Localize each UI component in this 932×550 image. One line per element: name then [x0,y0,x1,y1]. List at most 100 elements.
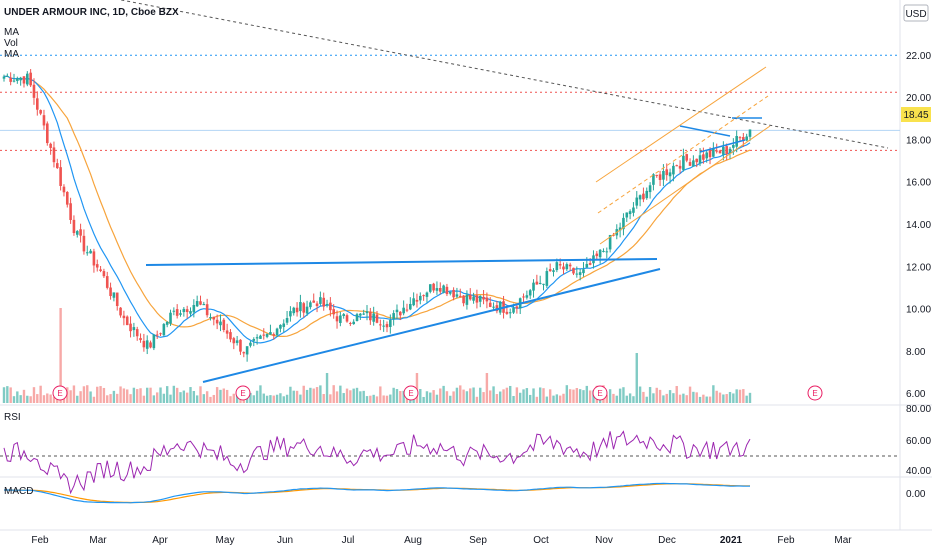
candle [219,314,222,332]
volume-bar [339,385,342,403]
candle-body [658,174,662,180]
candle-body [89,250,92,254]
indicator-vol-label[interactable]: Vol [4,38,18,49]
volume-bar [359,391,362,403]
triangle-resistance-line[interactable] [145,258,658,266]
candle-body [259,335,262,339]
triangle-support-line[interactable] [202,268,661,383]
candle-body [575,273,579,275]
candle [272,332,276,340]
candle [339,312,342,327]
candle-body [325,303,329,306]
price-tick-label: 22.00 [906,51,931,62]
candle [678,160,682,174]
channel-mid-line[interactable] [597,95,769,214]
candle [255,334,259,345]
volume-bar [622,387,625,403]
candle-body [12,80,16,82]
candle [638,194,642,207]
drawings[interactable] [80,0,889,383]
candle-body [578,272,582,275]
candle [418,292,422,305]
indicator-ma2-label[interactable]: MA [4,49,19,60]
volume-bar [279,393,282,403]
volume-bar [748,392,752,403]
earnings-marker[interactable]: E [235,385,251,401]
candle-body [528,290,532,296]
indicator-ma-label[interactable]: MA [4,27,19,38]
candle [215,314,219,330]
candle-body [349,323,352,325]
currency-button[interactable] [903,4,929,22]
flag-line-lower[interactable] [699,139,746,153]
channel-lower-line[interactable] [599,125,771,245]
candle-body [705,152,709,159]
long-downtrend-line[interactable] [80,0,889,149]
volume-bar [36,394,39,403]
volume-bar [585,385,589,403]
candle-body [79,229,82,236]
volume-bar [262,393,265,403]
candle-body [382,325,385,327]
candle [335,310,339,329]
candle [485,292,489,309]
candle-body [418,295,422,301]
candle-body [39,110,42,114]
candle [655,174,659,178]
candle-body [342,314,345,317]
volume-bar [495,394,499,403]
candle-body [542,283,545,285]
candle-body [395,309,399,313]
candle-body [522,296,525,298]
candle-body [269,332,272,335]
earnings-marker[interactable]: E [592,385,608,401]
volume-bar [435,394,439,403]
earnings-marker[interactable]: E [807,385,823,401]
candle-body [99,269,102,272]
candle-body [458,295,462,297]
candle [685,153,689,163]
candle-body [26,73,29,85]
candle [132,322,136,337]
candle-body [695,158,699,163]
candle-body [505,311,509,314]
flag-line-upper[interactable] [679,125,731,137]
candle-body [82,235,86,252]
candle [438,282,442,295]
volume-bar [648,387,652,403]
candle [535,274,539,285]
volume-bar [692,391,695,403]
volume-bar [635,353,638,403]
volume-bar [555,394,559,403]
volume-bar [415,373,419,403]
earnings-marker[interactable]: E [403,385,419,401]
volume-bar [392,387,395,403]
candle-body [638,195,642,200]
candle-body [648,185,652,193]
price-axis[interactable]: 22.00 20.00 18.00 16.00 14.00 12.00 10.00 8.00 6… [906,51,931,400]
time-tick-label: May [216,535,235,546]
volume-bar [515,387,519,403]
candle [352,319,355,325]
volume-bar [299,394,302,403]
time-axis[interactable]: Feb Mar Apr May Jun Jul Aug Sep Oct Nov Dec 2021 Feb… [31,535,852,546]
candle-body [728,148,732,153]
volume-bar [742,389,745,403]
earnings-letter: E [408,389,413,398]
candle-body [708,150,712,158]
candle [72,215,76,236]
candle [608,234,612,253]
candle [478,295,482,308]
volume-bar [42,395,46,403]
channel-upper-line[interactable] [595,66,767,183]
earnings-marker[interactable]: E [52,385,68,401]
candle-body [738,137,742,139]
candle [698,148,702,167]
candle [139,333,142,343]
candle [302,301,306,318]
volume-bar [445,391,449,403]
candle [642,187,645,203]
volume-bar [102,387,106,403]
